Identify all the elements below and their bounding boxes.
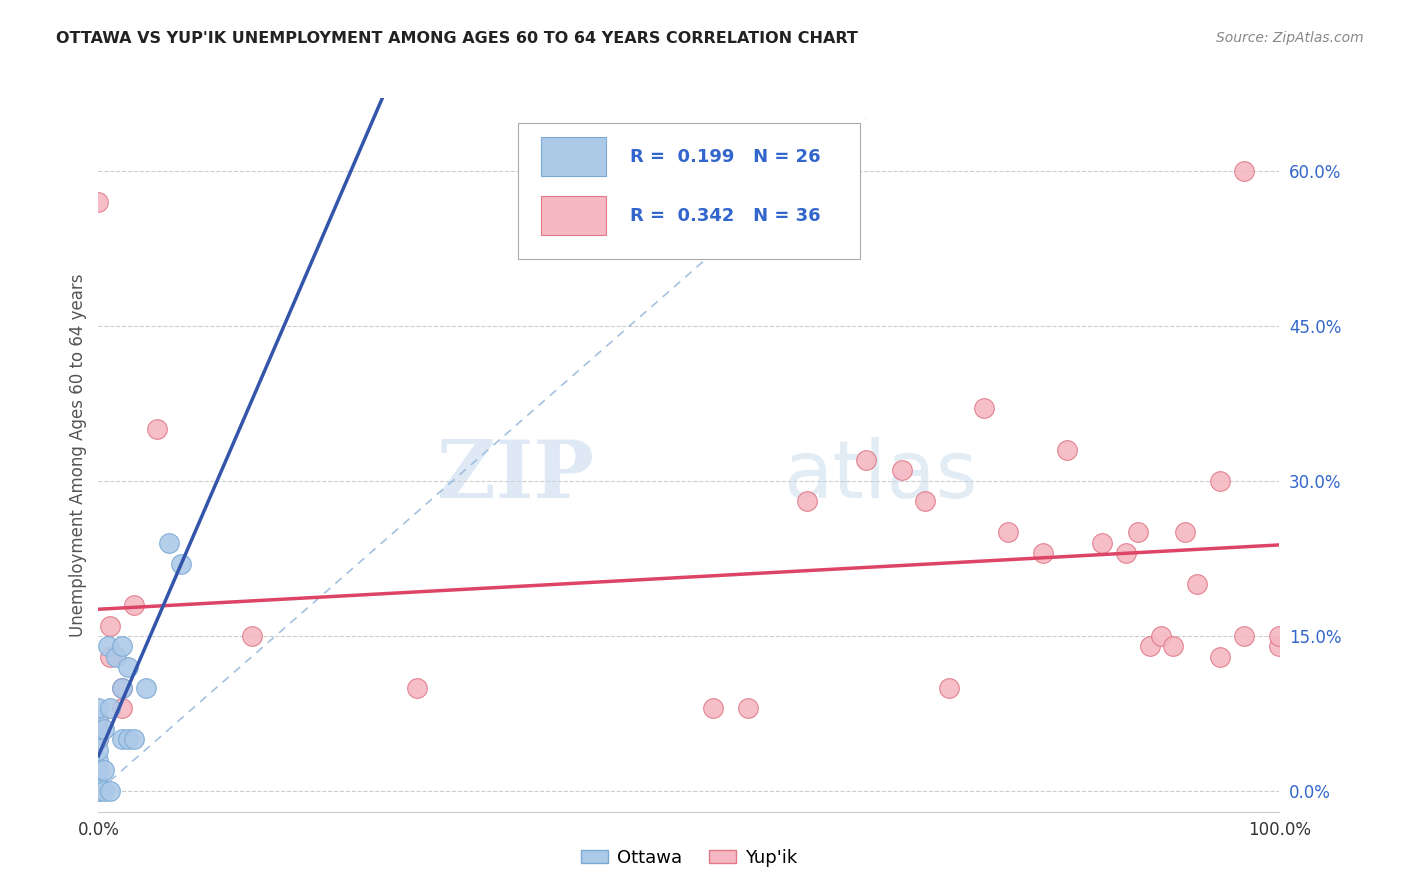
Text: R =  0.199   N = 26: R = 0.199 N = 26 <box>630 148 821 166</box>
Point <box>1233 629 1256 643</box>
Point <box>973 401 995 416</box>
Point <box>87 764 110 778</box>
Point <box>87 742 110 756</box>
Point <box>87 712 110 726</box>
Point <box>855 453 877 467</box>
FancyBboxPatch shape <box>541 137 606 177</box>
Point <box>87 773 110 788</box>
Point <box>87 732 110 747</box>
Point <box>87 712 110 726</box>
Point <box>105 649 128 664</box>
Point <box>938 681 960 695</box>
Point <box>87 784 110 798</box>
FancyBboxPatch shape <box>541 196 606 235</box>
Point <box>1233 163 1256 178</box>
Point <box>98 701 121 715</box>
Point <box>87 732 110 747</box>
Point <box>1185 577 1208 591</box>
Point <box>1115 546 1137 560</box>
Point <box>890 463 912 477</box>
Point <box>1174 525 1197 540</box>
Point <box>1091 536 1114 550</box>
Point <box>87 784 110 798</box>
Point <box>117 660 139 674</box>
Point <box>93 722 115 736</box>
Point <box>146 422 169 436</box>
Point <box>98 649 121 664</box>
Text: OTTAWA VS YUP'IK UNEMPLOYMENT AMONG AGES 60 TO 64 YEARS CORRELATION CHART: OTTAWA VS YUP'IK UNEMPLOYMENT AMONG AGES… <box>56 31 858 46</box>
Text: Source: ZipAtlas.com: Source: ZipAtlas.com <box>1216 31 1364 45</box>
Point <box>1056 442 1078 457</box>
Point <box>98 618 121 632</box>
Point <box>87 701 110 715</box>
Point <box>93 784 115 798</box>
Point <box>111 639 134 653</box>
FancyBboxPatch shape <box>517 123 860 259</box>
Text: ZIP: ZIP <box>437 437 595 516</box>
Point <box>240 629 263 643</box>
Point <box>406 681 429 695</box>
Point <box>157 536 180 550</box>
Point <box>122 598 145 612</box>
Legend: Ottawa, Yup'ik: Ottawa, Yup'ik <box>574 842 804 874</box>
Point <box>117 732 139 747</box>
Point <box>97 639 120 653</box>
Point <box>796 494 818 508</box>
Point <box>111 732 134 747</box>
Point <box>1150 629 1173 643</box>
Point <box>111 701 134 715</box>
Point <box>1209 474 1232 488</box>
Point <box>1126 525 1149 540</box>
Point <box>1139 639 1161 653</box>
Point <box>87 722 110 736</box>
Y-axis label: Unemployment Among Ages 60 to 64 years: Unemployment Among Ages 60 to 64 years <box>69 273 87 637</box>
Point <box>122 732 145 747</box>
Point <box>1268 639 1291 653</box>
Point <box>702 701 724 715</box>
Point <box>87 194 110 209</box>
Point <box>93 764 115 778</box>
Point <box>1032 546 1054 560</box>
Point <box>1161 639 1184 653</box>
Point <box>1268 629 1291 643</box>
Text: R =  0.342   N = 36: R = 0.342 N = 36 <box>630 207 821 225</box>
Point <box>135 681 157 695</box>
Point <box>87 753 110 767</box>
Point <box>1209 649 1232 664</box>
Point <box>111 681 134 695</box>
Point <box>111 681 134 695</box>
Point <box>997 525 1019 540</box>
Point <box>737 701 759 715</box>
Text: atlas: atlas <box>783 437 977 516</box>
Point <box>170 557 193 571</box>
Point <box>98 784 121 798</box>
Point <box>914 494 936 508</box>
